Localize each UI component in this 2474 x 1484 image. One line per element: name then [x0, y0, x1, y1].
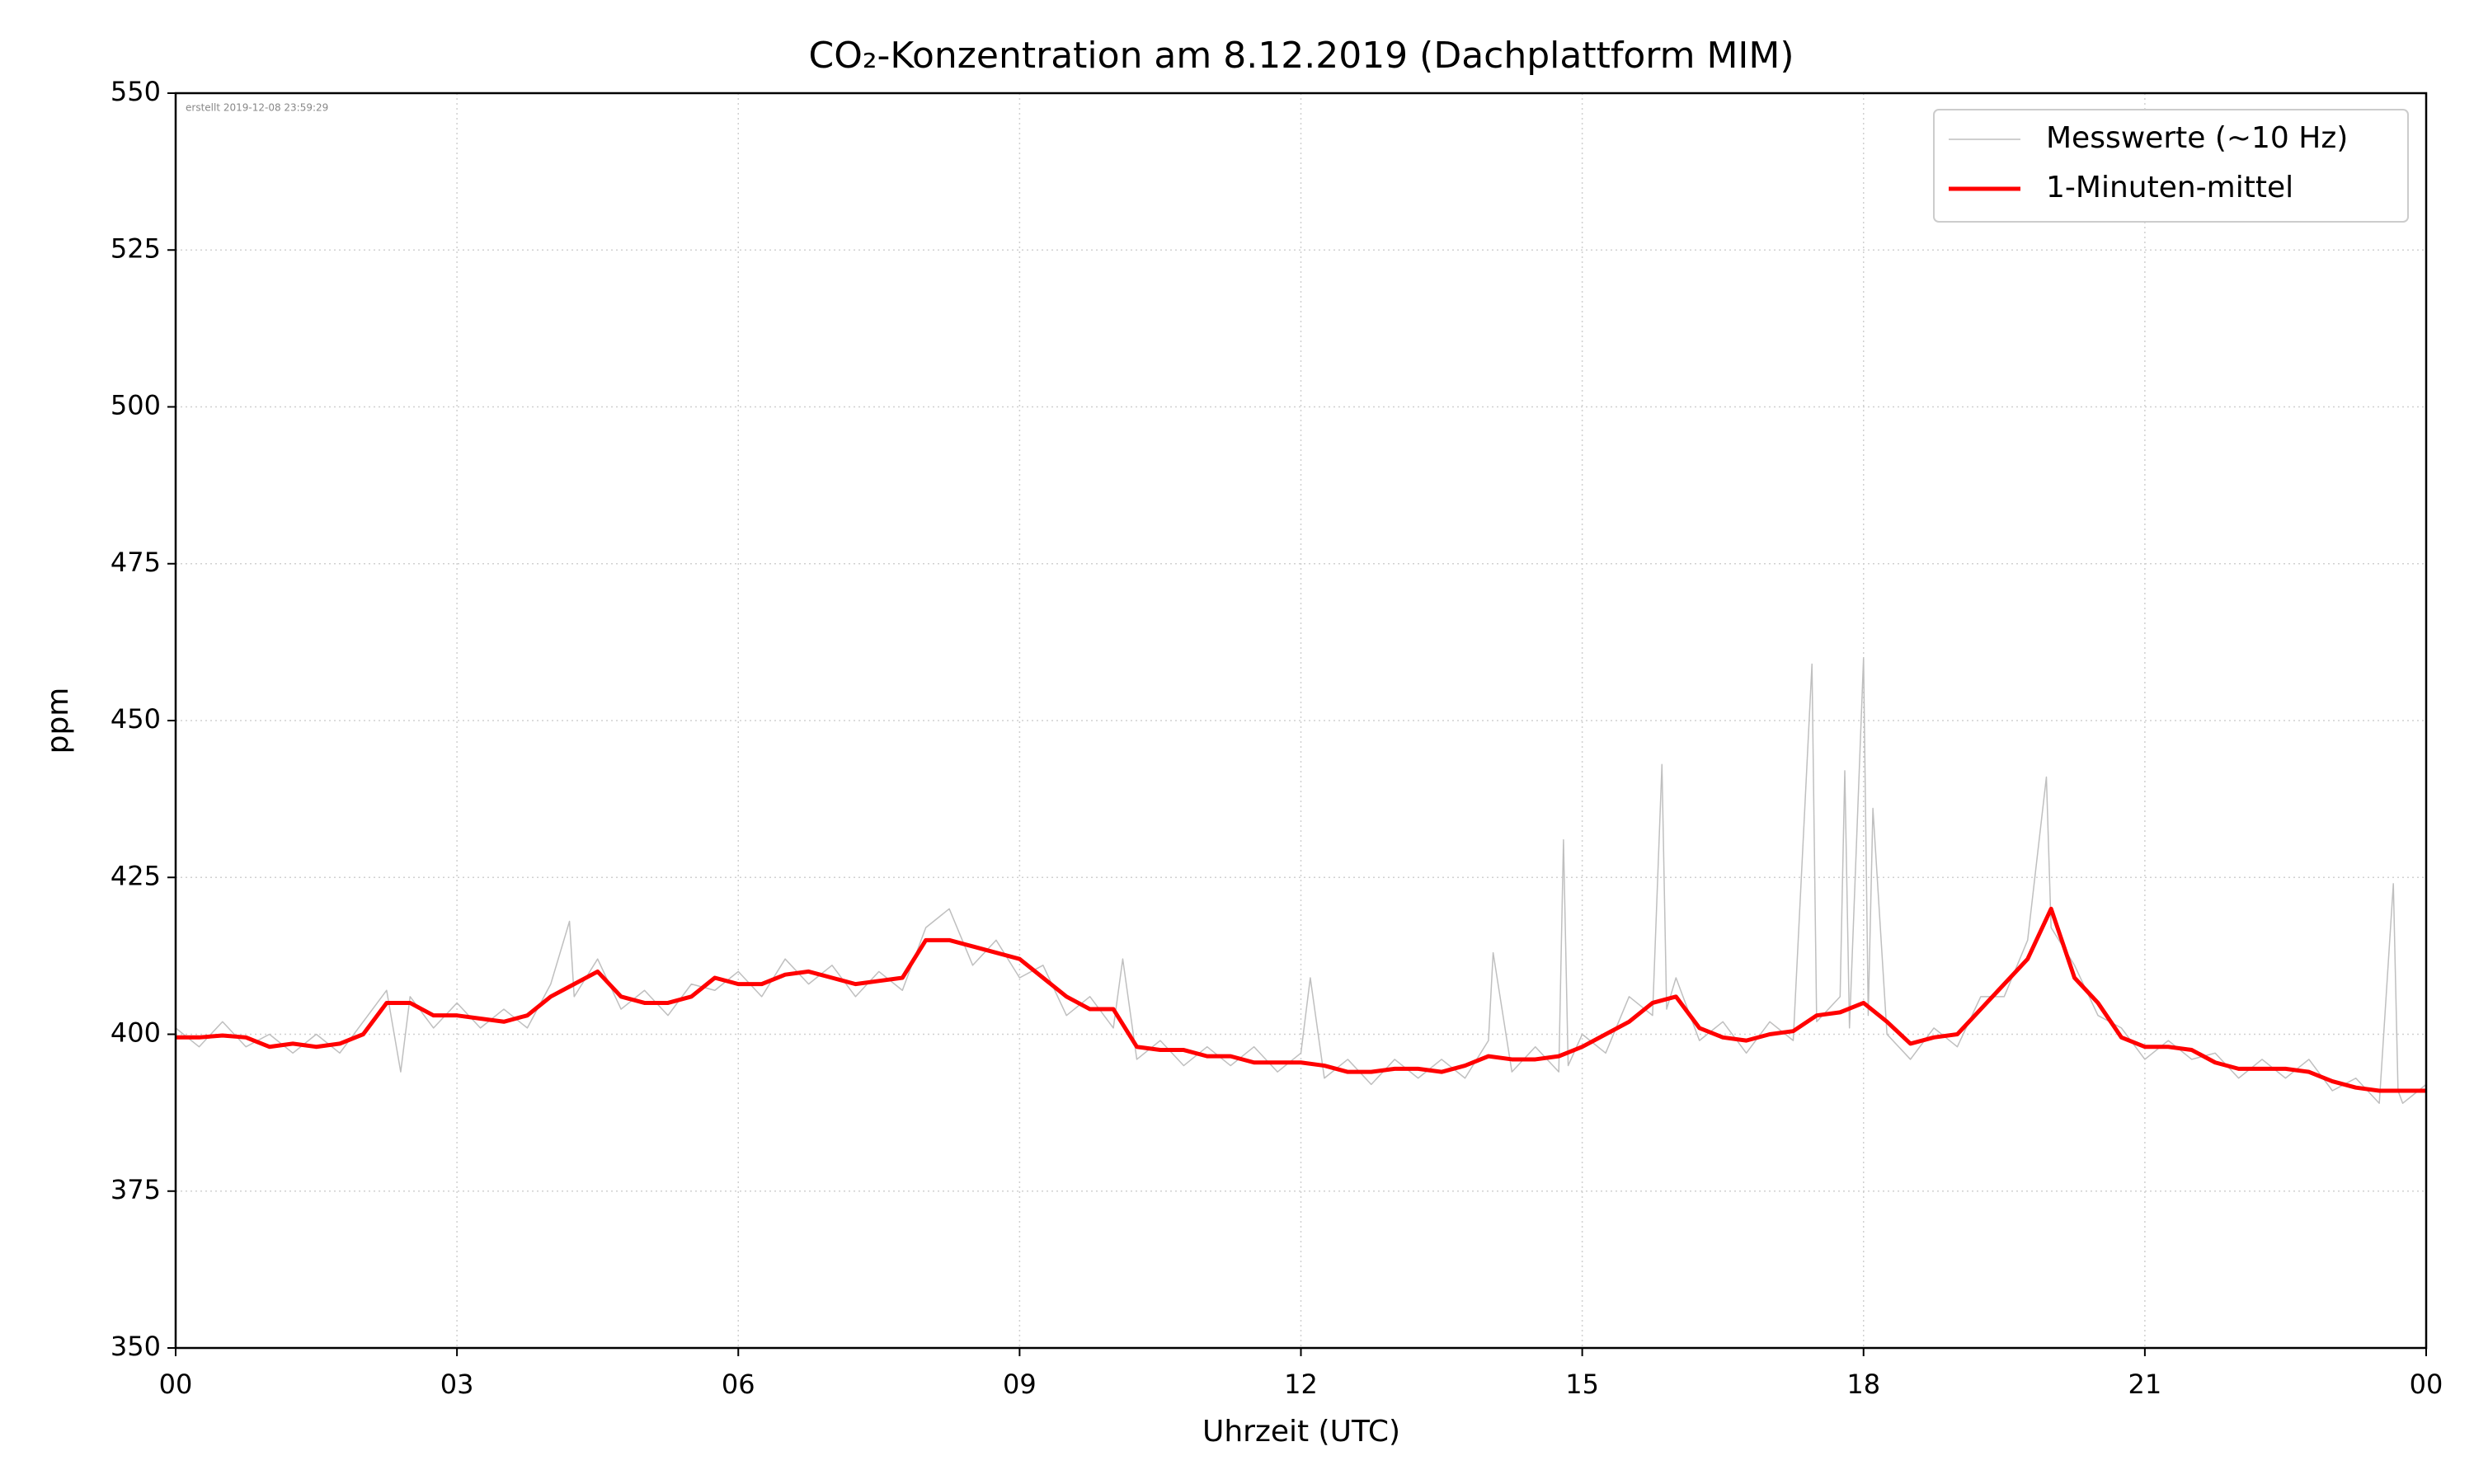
y-tick-label: 375 [111, 1174, 161, 1205]
x-tick-label: 00 [2410, 1369, 2443, 1400]
y-axis-label: ppm [41, 688, 75, 754]
y-tick-label: 500 [111, 390, 161, 421]
legend-label: Messwerte (~10 Hz) [2046, 121, 2348, 155]
y-tick-label: 475 [111, 547, 161, 578]
y-tick-label: 400 [111, 1017, 161, 1049]
x-tick-label: 03 [440, 1369, 474, 1400]
x-tick-label: 15 [1565, 1369, 1599, 1400]
chart-title: CO₂-Konzentration am 8.12.2019 (Dachplat… [808, 35, 1794, 77]
x-tick-label: 00 [159, 1369, 193, 1400]
y-tick-label: 425 [111, 860, 161, 891]
x-tick-label: 18 [1846, 1369, 1880, 1400]
y-tick-label: 550 [111, 76, 161, 107]
x-tick-label: 12 [1284, 1369, 1318, 1400]
legend: Messwerte (~10 Hz) 1-Minuten-mittel [1933, 109, 2409, 223]
plot-frame [174, 92, 2428, 1350]
legend-box [1933, 109, 2409, 223]
x-axis-label: Uhrzeit (UTC) [1202, 1415, 1400, 1449]
x-tick-label: 09 [1003, 1369, 1037, 1400]
y-tick-label: 525 [111, 232, 161, 264]
legend-label: 1-Minuten-mittel [2046, 171, 2293, 204]
x-tick-label: 21 [2128, 1369, 2162, 1400]
annotation: erstellt 2019-12-08 23:59:29 [186, 102, 328, 114]
y-tick-label: 450 [111, 703, 161, 735]
x-tick-label: 06 [722, 1369, 755, 1400]
y-tick-label: 350 [111, 1331, 161, 1362]
data-line [176, 906, 2426, 1093]
